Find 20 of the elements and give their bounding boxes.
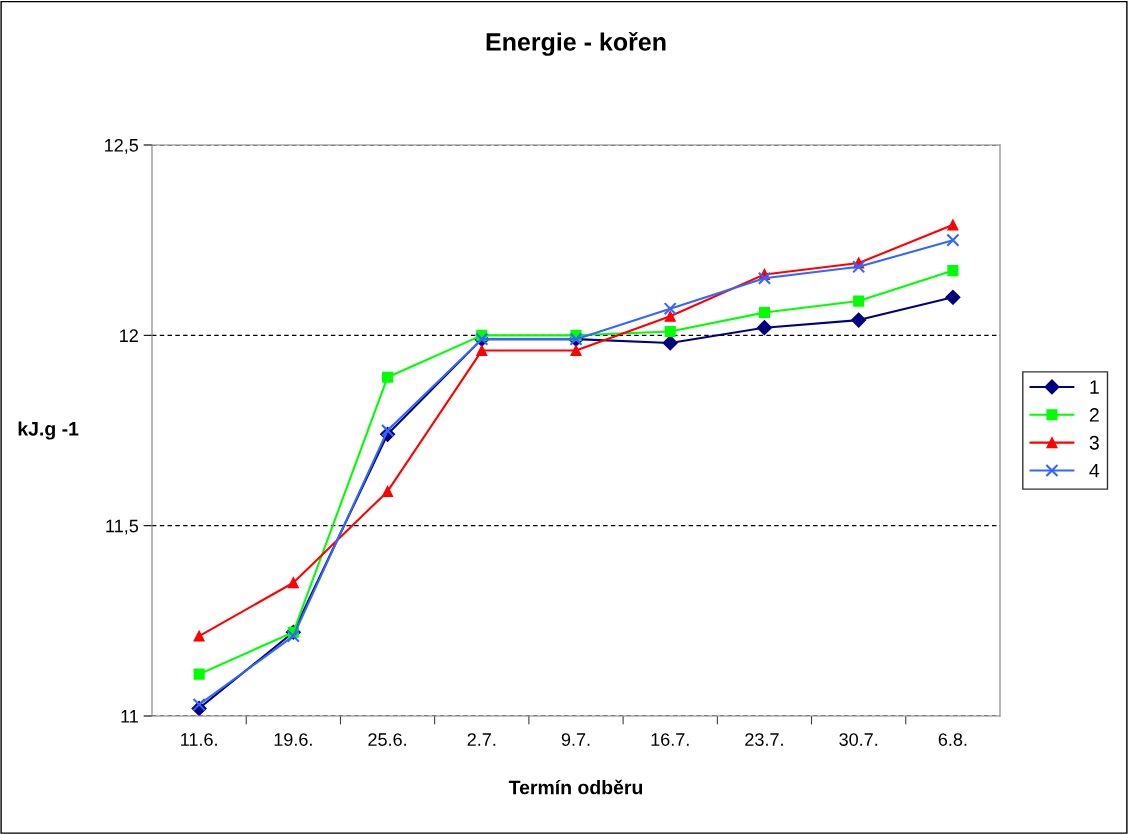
- y-axis-title: kJ.g -1: [18, 421, 79, 440]
- y-tick-label: 12: [120, 329, 138, 342]
- x-tick-label: 16.7.: [651, 733, 689, 746]
- x-axis-title: Termín odběru: [508, 779, 643, 795]
- legend-label: 3: [1089, 435, 1099, 450]
- chart-title: Energie - kořen: [486, 31, 666, 56]
- x-tick-label: 23.7.: [745, 733, 783, 746]
- legend-label: 4: [1089, 463, 1100, 478]
- y-tick-label: 11: [121, 710, 138, 723]
- y-tick-label: 11,5: [106, 519, 139, 535]
- x-tick-label: 11.6.: [181, 733, 217, 746]
- x-tick-label: 6.8.: [938, 733, 967, 746]
- x-tick-label: 2.7.: [467, 733, 496, 746]
- x-tick-label: 25.6.: [368, 733, 406, 746]
- x-tick-label: 9.7.: [561, 733, 590, 746]
- legend-label: 2: [1089, 408, 1099, 422]
- y-tick-label: 12,5: [105, 138, 139, 154]
- legend-label: 1: [1090, 380, 1099, 394]
- x-tick-label: 19.6.: [274, 733, 312, 746]
- x-tick-label: 30.7.: [839, 733, 878, 746]
